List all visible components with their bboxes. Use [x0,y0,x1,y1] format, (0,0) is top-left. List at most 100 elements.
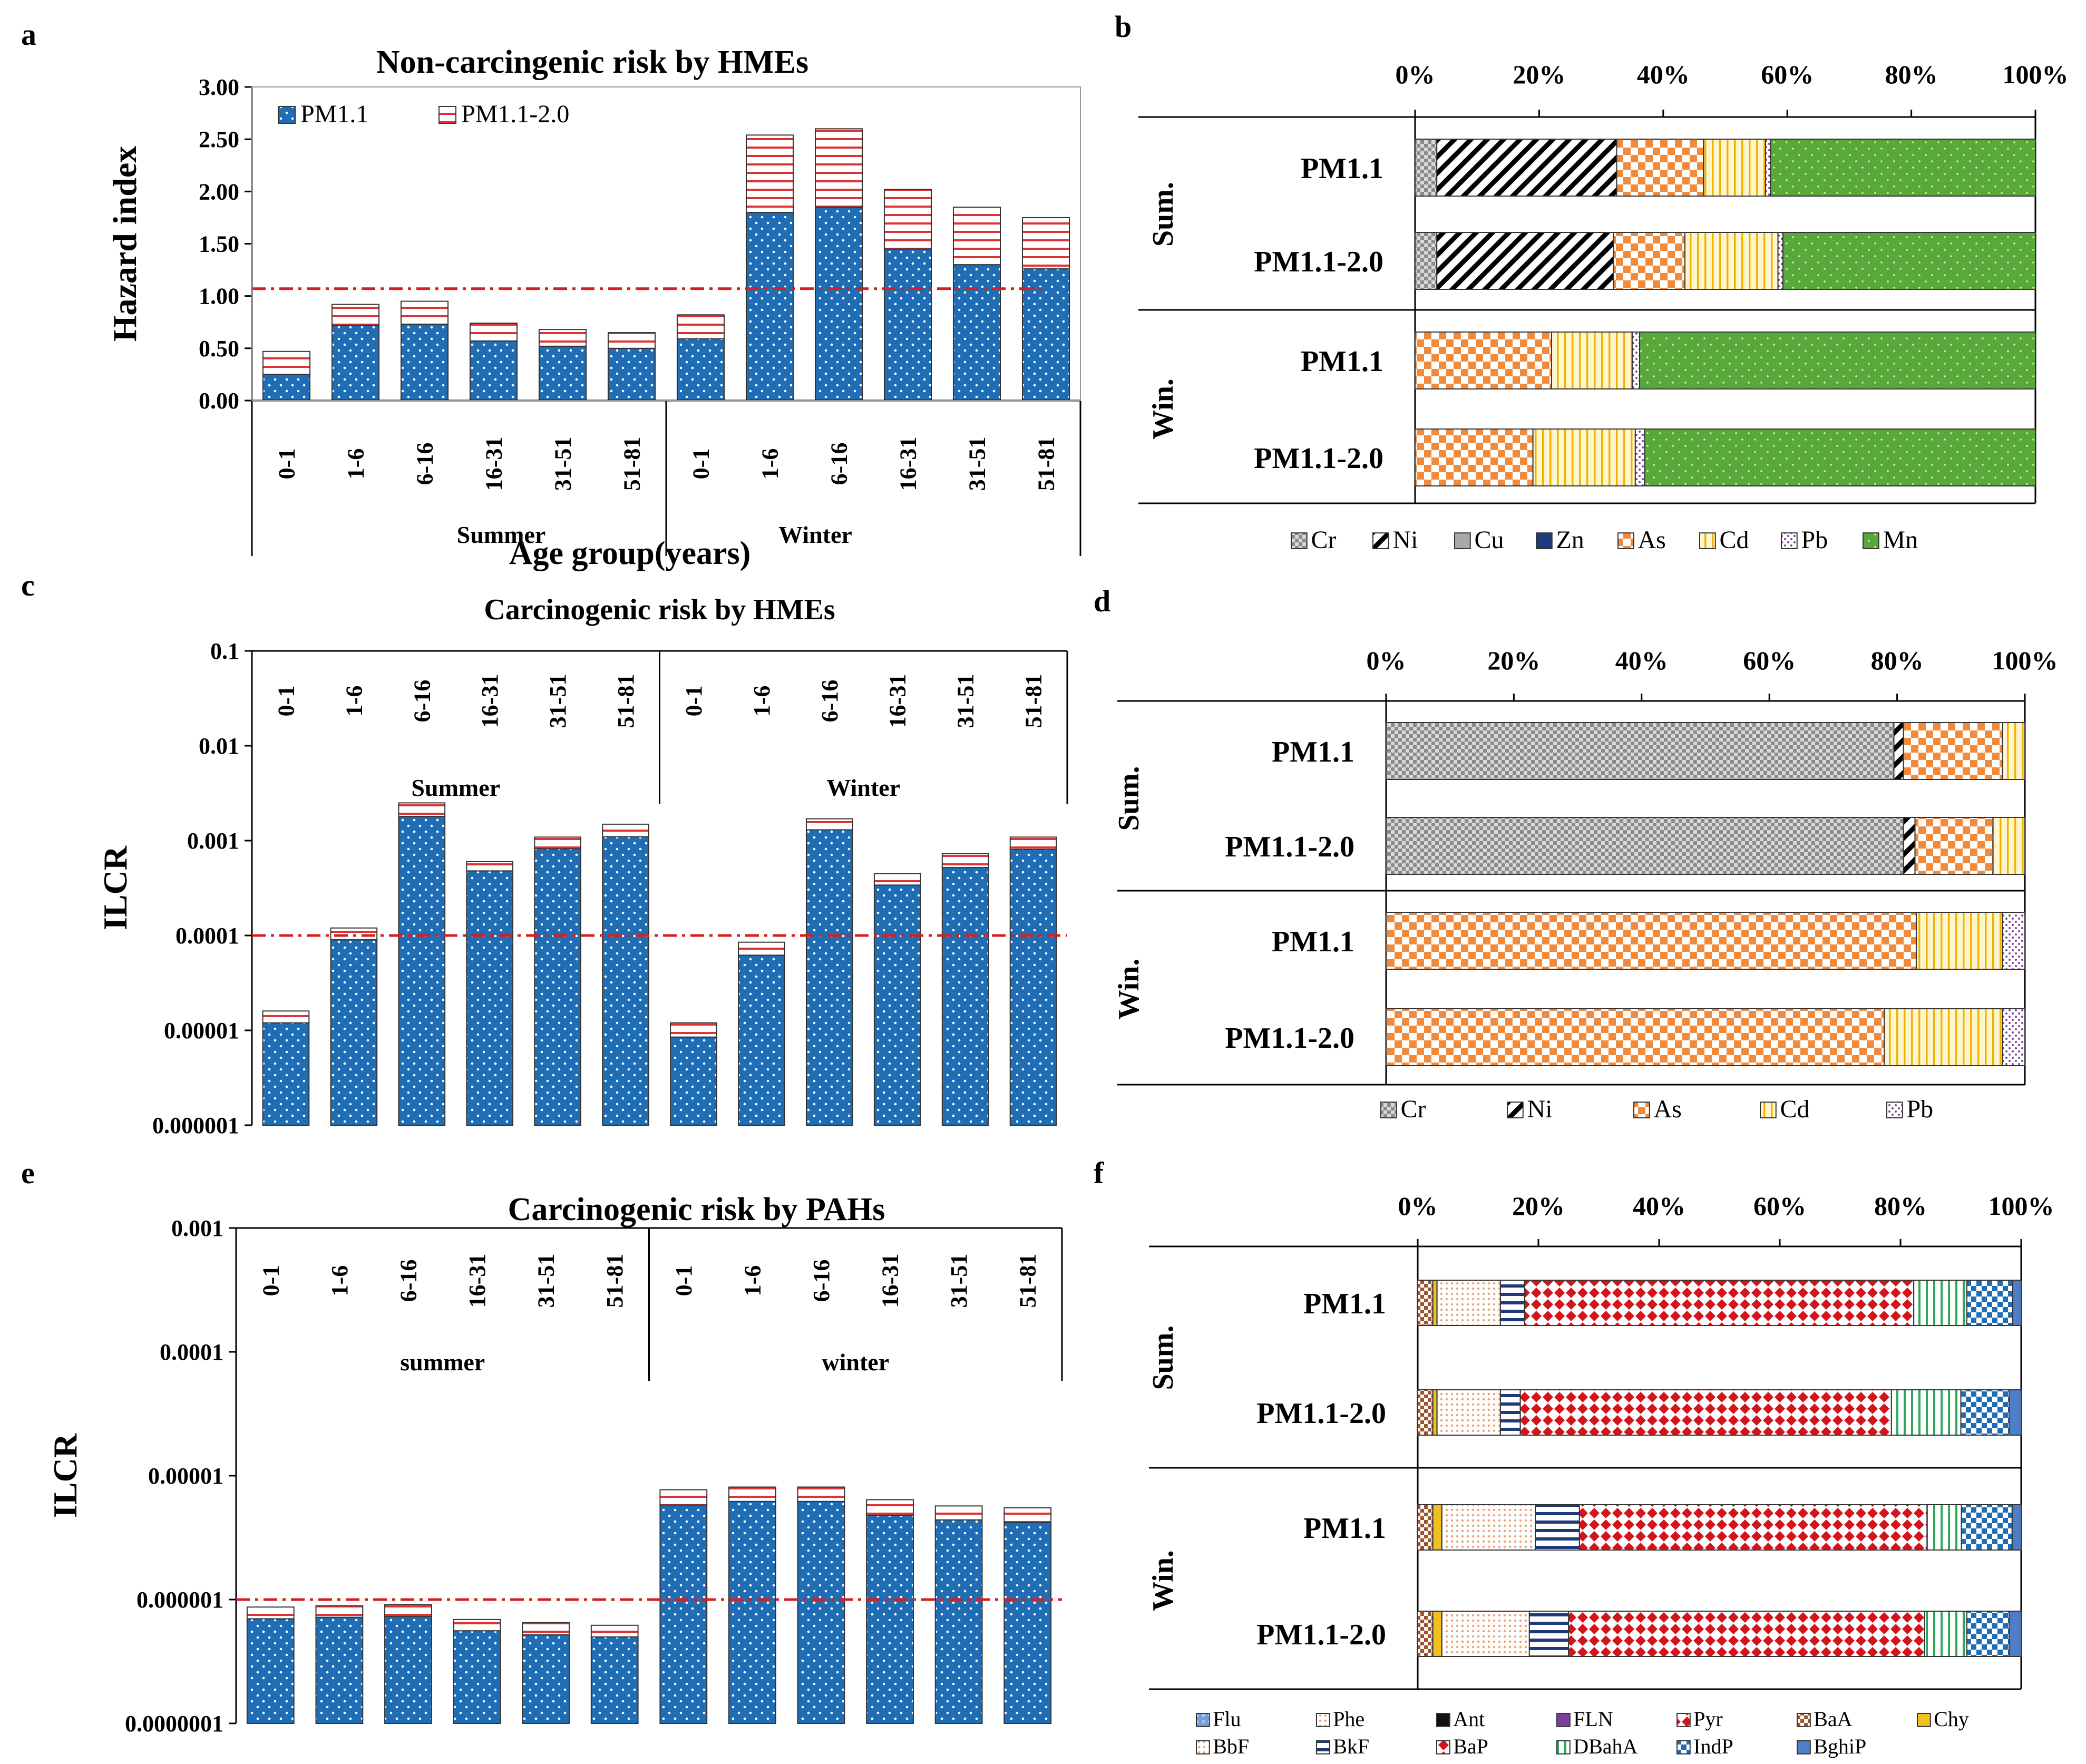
legend-label: Chy [1934,1707,1969,1731]
bar-PM1_1-5 [590,1636,639,1724]
bar-PM1_1-11 [1009,849,1057,1126]
bar-PM1_1-2_0-5 [607,332,656,349]
bar-segment-DBahA [1926,1504,1962,1551]
bar-PM1_1-2_0-2 [384,1604,432,1617]
legend-swatch [1380,1102,1397,1118]
y-tick-label: 0.001 [187,828,239,854]
bar-segment-Chy [1432,1280,1438,1326]
legend-swatch [1760,1102,1777,1118]
x-tick-label: 51-81 [1015,1254,1041,1308]
legend-swatch [1507,1102,1524,1118]
bar-PM1_1-2_0-7 [738,941,785,956]
x-tick-label: 0% [1367,646,1406,675]
y-tick-label: 0.001 [171,1215,223,1241]
legend-label: Pb [1801,526,1828,554]
y-tick-label: 0.0000001 [125,1711,223,1737]
bar-PM1_1-2_0-0 [262,350,311,375]
bar-segment-Mn [1644,428,2036,486]
bar-PM1_1-1 [315,1616,364,1724]
bar-PM1_1-2_0-3 [453,1619,501,1632]
bar-segment-Pb [1777,232,1783,290]
row-label: PM1.1 [1303,1288,1386,1320]
x-tick-label: 51-81 [602,1254,628,1308]
legend-label: DBahA [1573,1734,1637,1758]
bar-segment-BaP [1568,1611,1925,1657]
bar-segment-Cr [1386,722,1895,780]
x-tick-label: 1-6 [327,1265,353,1297]
x-tick-label: 0-1 [681,686,707,717]
bar-segment-Cr [1386,817,1904,875]
x-tick-label: 6-16 [412,443,438,485]
group-label: Win. [1147,1550,1180,1611]
chart-title: Non-carcingenic risk by HMEs [376,44,808,80]
bar-segment-BbF [1436,1280,1501,1326]
bar-PM1_1-2_0-3 [466,861,514,872]
bar-segment-As [1914,817,1994,875]
y-tick-label: 1.50 [199,231,239,257]
group-label: Win. [1147,378,1180,440]
x-tick-label: 20% [1487,646,1540,675]
bar-segment-Cr [1415,232,1438,290]
x-tick-label: 100% [1988,1191,2054,1221]
bar-PM1_1-1 [330,939,378,1126]
bar-segment-Pb [1634,428,1645,486]
chart-c: Carcinogenic risk by HMEs ILCR 0.000001 0.0… [96,593,1068,1138]
row-label: PM1.1 [1301,152,1383,185]
x-tick-label: 80% [1885,60,1938,89]
legend-swatch [1633,1102,1650,1118]
bar-segment-Pb [2002,1008,2026,1066]
y-tick-label: 1.00 [199,284,239,309]
bar-PM1_1-2_0-5 [590,1624,639,1638]
x-tick-label: 40% [1637,60,1690,89]
bar-PM1_1-11 [1003,1522,1052,1724]
bar-PM1_1-2_0-10 [941,853,989,869]
bar-segment-IndP [1966,1611,2010,1657]
bar-PM1_1-9 [866,1514,914,1724]
bar-segment-BaP [1524,1280,1915,1326]
x-tick-label: 16-31 [481,437,507,491]
y-tick-label: 0.0001 [176,923,239,949]
bar-segment-BaP [1578,1504,1928,1551]
bar-segment-DBahA [1924,1611,1967,1657]
x-tick-label: 1-6 [341,686,367,717]
x-tick-label: 1-6 [757,449,783,480]
bar-segment-Cd [2002,722,2026,780]
y-tick-label: 0.00001 [164,1018,239,1044]
bar-PM1_1-4 [522,1634,570,1724]
row-label: PM1.1-2.0 [1256,1397,1386,1430]
panel-letter-f: f [1094,1156,1104,1190]
chart-a: Non-carcingenic risk by HMEs Hazard index… [106,44,1081,571]
bar-PM1_1-8 [814,207,863,401]
bar-segment-Pb [1631,332,1641,389]
x-tick-label: 80% [1874,1191,1927,1221]
legend-label: Flu [1213,1707,1241,1731]
legend-label: BkF [1333,1734,1369,1758]
bar-PM1_1-0 [262,1022,310,1126]
legend-swatch [1454,532,1471,549]
bar-segment-Mn [1770,139,2036,197]
legend-label: Mn [1883,526,1918,554]
panel-letter-c: c [21,568,35,602]
x-tick-label: 0-1 [273,686,299,717]
chart-f: 0% 20% 40% 60% 80% 100% PM1.1 PM1.1-2.0 PM1.1 PM1… [1147,1191,2054,1758]
bar-PM1_1-3 [453,1630,501,1724]
row-label: PM1.1-2.0 [1256,1619,1386,1651]
row-label: PM1.1-2.0 [1225,1022,1354,1055]
row-label: PM1.1 [1303,1512,1386,1545]
bar-PM1_1-2_0-3 [469,323,518,342]
x-tick-label: 1-6 [749,686,775,717]
legend-label: BaA [1814,1707,1852,1731]
x-tick-label: 1-6 [343,449,369,480]
bar-PM1_1-2_0-11 [1009,836,1057,850]
bar-segment-Cd [1703,139,1767,197]
legend-swatch [1372,532,1389,549]
bar-PM1_1-2 [384,1616,432,1724]
legend-label: Pb [1906,1095,1933,1123]
legend-swatch [1676,1713,1691,1727]
x-tick-label: 51-81 [1021,674,1047,728]
bar-segment-BbF [1436,1389,1501,1436]
bar-segment-IndP [1960,1389,2010,1436]
bar-PM1_1-3 [469,340,518,402]
bar-PM1_1-2_0-1 [330,927,378,941]
legend-swatch [1556,1740,1571,1755]
